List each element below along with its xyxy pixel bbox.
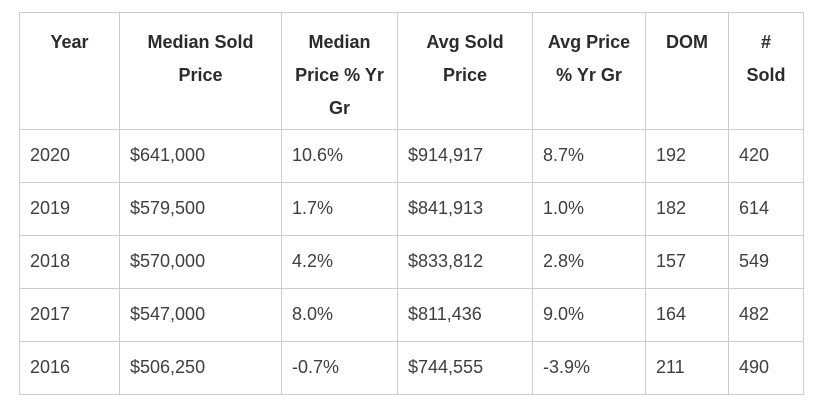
table-row: 2018 $570,000 4.2% $833,812 2.8% 157 549: [19, 235, 804, 289]
cell-year: 2016: [19, 341, 120, 395]
cell-num-sold: 549: [728, 235, 804, 289]
cell-median-price-gr: 1.7%: [281, 182, 398, 236]
cell-median-price-gr: 8.0%: [281, 288, 398, 342]
table-header-row: Year Median Sold Price Median Price % Yr…: [19, 12, 804, 130]
cell-avg-sold-price: $811,436: [397, 288, 533, 342]
col-header-dom: DOM: [645, 12, 729, 130]
cell-avg-price-gr: 2.8%: [532, 235, 646, 289]
col-header-median-sold-price: Median Sold Price: [119, 12, 282, 130]
table-row: 2020 $641,000 10.6% $914,917 8.7% 192 42…: [19, 129, 804, 183]
cell-dom: 182: [645, 182, 729, 236]
table-row: 2017 $547,000 8.0% $811,436 9.0% 164 482: [19, 288, 804, 342]
cell-num-sold: 420: [728, 129, 804, 183]
cell-num-sold: 482: [728, 288, 804, 342]
col-header-avg-sold-price: Avg Sold Price: [397, 12, 533, 130]
cell-median-price-gr: -0.7%: [281, 341, 398, 395]
col-header-num-sold: # Sold: [728, 12, 804, 130]
cell-year: 2020: [19, 129, 120, 183]
cell-median-sold-price: $506,250: [119, 341, 282, 395]
cell-num-sold: 490: [728, 341, 804, 395]
col-header-median-price-yr-gr: Median Price % Yr Gr: [281, 12, 398, 130]
cell-avg-sold-price: $744,555: [397, 341, 533, 395]
cell-year: 2017: [19, 288, 120, 342]
cell-median-sold-price: $579,500: [119, 182, 282, 236]
cell-median-price-gr: 10.6%: [281, 129, 398, 183]
cell-avg-price-gr: 1.0%: [532, 182, 646, 236]
cell-median-price-gr: 4.2%: [281, 235, 398, 289]
cell-dom: 192: [645, 129, 729, 183]
cell-avg-sold-price: $833,812: [397, 235, 533, 289]
cell-avg-sold-price: $914,917: [397, 129, 533, 183]
cell-dom: 211: [645, 341, 729, 395]
cell-median-sold-price: $570,000: [119, 235, 282, 289]
cell-median-sold-price: $641,000: [119, 129, 282, 183]
yearly-stats-table: Year Median Sold Price Median Price % Yr…: [19, 12, 804, 395]
cell-num-sold: 614: [728, 182, 804, 236]
cell-avg-price-gr: 9.0%: [532, 288, 646, 342]
cell-dom: 164: [645, 288, 729, 342]
cell-year: 2019: [19, 182, 120, 236]
cell-avg-price-gr: -3.9%: [532, 341, 646, 395]
cell-avg-sold-price: $841,913: [397, 182, 533, 236]
table-row: 2016 $506,250 -0.7% $744,555 -3.9% 211 4…: [19, 341, 804, 395]
table-row: 2019 $579,500 1.7% $841,913 1.0% 182 614: [19, 182, 804, 236]
col-header-avg-price-yr-gr: Avg Price % Yr Gr: [532, 12, 646, 130]
cell-median-sold-price: $547,000: [119, 288, 282, 342]
cell-year: 2018: [19, 235, 120, 289]
cell-dom: 157: [645, 235, 729, 289]
cell-avg-price-gr: 8.7%: [532, 129, 646, 183]
col-header-year: Year: [19, 12, 120, 130]
